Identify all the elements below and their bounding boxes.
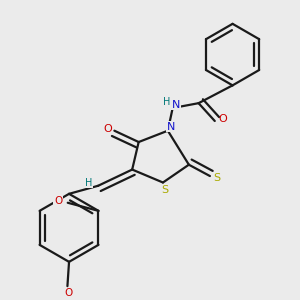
Text: O: O bbox=[64, 288, 72, 298]
Text: N: N bbox=[167, 122, 175, 132]
Text: H: H bbox=[85, 178, 92, 188]
Text: H: H bbox=[163, 97, 170, 106]
Text: O: O bbox=[103, 124, 112, 134]
Text: S: S bbox=[214, 173, 220, 183]
Text: O: O bbox=[54, 196, 62, 206]
Text: S: S bbox=[161, 184, 168, 195]
Text: O: O bbox=[218, 114, 227, 124]
Text: N: N bbox=[172, 100, 180, 110]
